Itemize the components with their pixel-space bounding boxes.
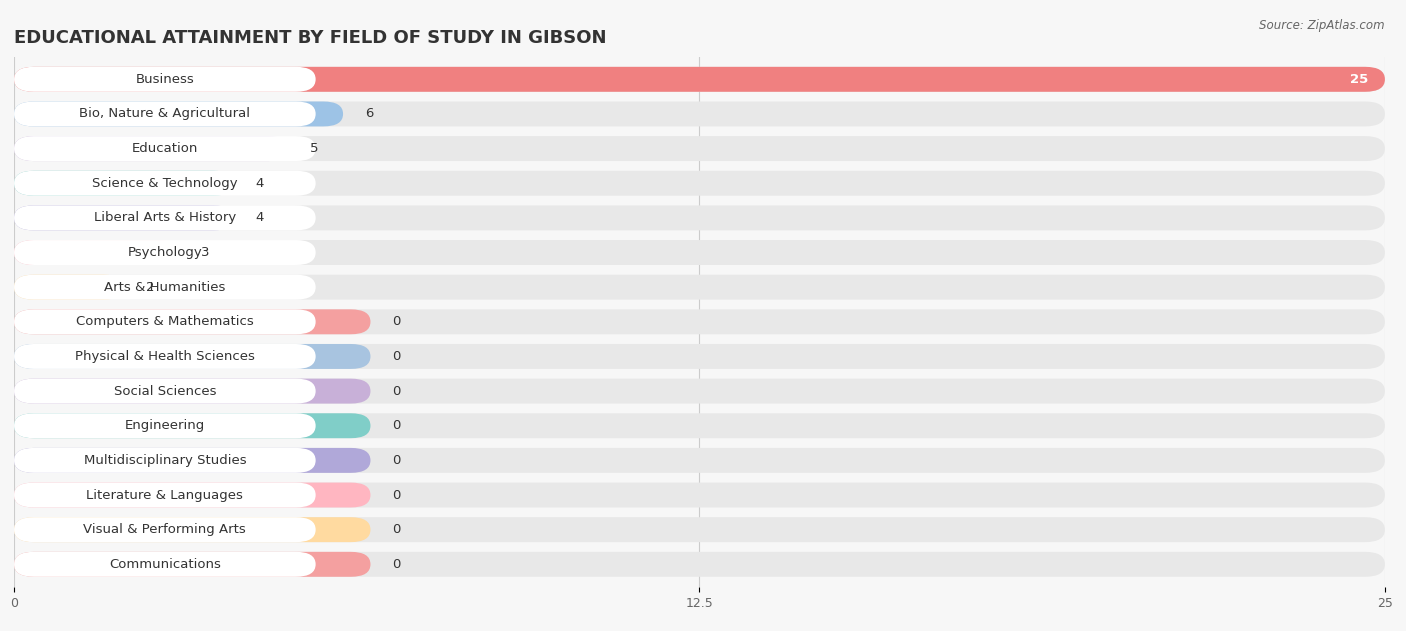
Text: 0: 0	[392, 350, 401, 363]
Text: 0: 0	[392, 558, 401, 571]
FancyBboxPatch shape	[14, 240, 1385, 265]
FancyBboxPatch shape	[14, 517, 1385, 542]
Text: Engineering: Engineering	[125, 419, 205, 432]
Text: Multidisciplinary Studies: Multidisciplinary Studies	[83, 454, 246, 467]
FancyBboxPatch shape	[14, 552, 315, 577]
Text: Education: Education	[132, 142, 198, 155]
Text: EDUCATIONAL ATTAINMENT BY FIELD OF STUDY IN GIBSON: EDUCATIONAL ATTAINMENT BY FIELD OF STUDY…	[14, 29, 606, 47]
Text: Visual & Performing Arts: Visual & Performing Arts	[83, 523, 246, 536]
Text: 4: 4	[256, 211, 264, 225]
FancyBboxPatch shape	[14, 344, 315, 369]
Text: 0: 0	[392, 385, 401, 398]
Text: 0: 0	[392, 523, 401, 536]
Text: Business: Business	[135, 73, 194, 86]
FancyBboxPatch shape	[14, 274, 1385, 300]
FancyBboxPatch shape	[14, 448, 1385, 473]
FancyBboxPatch shape	[14, 413, 371, 438]
Text: Liberal Arts & History: Liberal Arts & History	[94, 211, 236, 225]
FancyBboxPatch shape	[14, 206, 315, 230]
FancyBboxPatch shape	[14, 136, 288, 161]
FancyBboxPatch shape	[14, 274, 124, 300]
Text: Physical & Health Sciences: Physical & Health Sciences	[75, 350, 254, 363]
FancyBboxPatch shape	[14, 206, 1385, 230]
FancyBboxPatch shape	[14, 136, 1385, 161]
FancyBboxPatch shape	[14, 344, 1385, 369]
FancyBboxPatch shape	[14, 379, 1385, 404]
FancyBboxPatch shape	[14, 448, 371, 473]
Text: Social Sciences: Social Sciences	[114, 385, 217, 398]
Text: Science & Technology: Science & Technology	[91, 177, 238, 190]
Text: Communications: Communications	[108, 558, 221, 571]
Text: 4: 4	[256, 177, 264, 190]
FancyBboxPatch shape	[14, 309, 1385, 334]
Text: Source: ZipAtlas.com: Source: ZipAtlas.com	[1260, 19, 1385, 32]
Text: 2: 2	[146, 281, 155, 293]
FancyBboxPatch shape	[14, 552, 1385, 577]
Text: Literature & Languages: Literature & Languages	[86, 488, 243, 502]
FancyBboxPatch shape	[14, 483, 1385, 507]
FancyBboxPatch shape	[14, 67, 1385, 91]
Text: 6: 6	[366, 107, 374, 121]
FancyBboxPatch shape	[14, 171, 315, 196]
FancyBboxPatch shape	[14, 379, 315, 404]
FancyBboxPatch shape	[14, 483, 371, 507]
Text: 3: 3	[201, 246, 209, 259]
Text: Bio, Nature & Agricultural: Bio, Nature & Agricultural	[79, 107, 250, 121]
FancyBboxPatch shape	[14, 67, 315, 91]
FancyBboxPatch shape	[14, 171, 233, 196]
Text: Computers & Mathematics: Computers & Mathematics	[76, 316, 253, 328]
Text: 0: 0	[392, 454, 401, 467]
FancyBboxPatch shape	[14, 413, 1385, 438]
FancyBboxPatch shape	[14, 274, 315, 300]
FancyBboxPatch shape	[14, 240, 179, 265]
FancyBboxPatch shape	[14, 102, 315, 126]
Text: 5: 5	[311, 142, 319, 155]
Text: Psychology: Psychology	[128, 246, 202, 259]
Text: 25: 25	[1350, 73, 1368, 86]
Text: 0: 0	[392, 488, 401, 502]
FancyBboxPatch shape	[14, 448, 315, 473]
Text: Arts & Humanities: Arts & Humanities	[104, 281, 225, 293]
FancyBboxPatch shape	[14, 517, 315, 542]
FancyBboxPatch shape	[14, 136, 315, 161]
Text: 0: 0	[392, 419, 401, 432]
FancyBboxPatch shape	[14, 102, 343, 126]
FancyBboxPatch shape	[14, 309, 371, 334]
FancyBboxPatch shape	[14, 483, 315, 507]
FancyBboxPatch shape	[14, 379, 371, 404]
FancyBboxPatch shape	[14, 413, 315, 438]
FancyBboxPatch shape	[14, 552, 371, 577]
FancyBboxPatch shape	[14, 517, 371, 542]
Text: 0: 0	[392, 316, 401, 328]
FancyBboxPatch shape	[14, 171, 1385, 196]
FancyBboxPatch shape	[14, 309, 315, 334]
FancyBboxPatch shape	[14, 240, 315, 265]
FancyBboxPatch shape	[14, 344, 371, 369]
FancyBboxPatch shape	[14, 67, 1385, 91]
FancyBboxPatch shape	[14, 206, 233, 230]
FancyBboxPatch shape	[14, 102, 1385, 126]
